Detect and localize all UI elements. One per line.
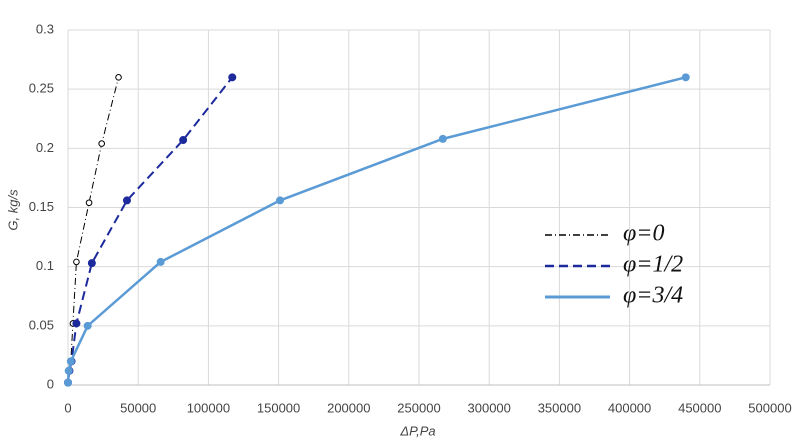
y-tick-label: 0 [47, 376, 54, 391]
point [87, 259, 96, 268]
x-tick-label: 300000 [468, 400, 511, 415]
x-tick-label: 150000 [257, 400, 300, 415]
point [73, 258, 80, 266]
point [72, 319, 81, 328]
point [66, 357, 75, 366]
point [122, 196, 131, 205]
legend-label: φ=3/4 [623, 283, 683, 309]
x-tick-label: 50000 [120, 400, 156, 415]
point [681, 73, 690, 82]
legend-label: φ=0 [623, 221, 664, 247]
x-tick-label: 350000 [538, 400, 581, 415]
point [156, 257, 165, 266]
x-tick-label: 450000 [678, 400, 721, 415]
y-tick-label: 0.2 [36, 140, 54, 155]
x-tick-label: 500000 [748, 400, 791, 415]
y-axis-label: G, kg/s [5, 189, 20, 231]
series-line [67, 76, 234, 383]
point [228, 73, 237, 82]
point [438, 134, 447, 143]
legend-label: φ=1/2 [623, 252, 683, 278]
y-tick-label: 0.1 [36, 258, 54, 273]
y-tick-label: 0.3 [36, 21, 54, 36]
point [115, 74, 122, 81]
x-tick-label: 0 [64, 400, 71, 415]
point [64, 366, 73, 375]
point [85, 199, 93, 207]
series-line [67, 77, 120, 383]
point [276, 196, 285, 205]
point [64, 378, 72, 387]
x-axis-label: ΔP,Pa [399, 423, 435, 438]
x-tick-label: 100000 [187, 400, 230, 415]
series-line [66, 76, 687, 383]
x-tick-label: 200000 [327, 400, 370, 415]
y-tick-label: 0.15 [29, 199, 54, 214]
y-tick-label: 0.05 [29, 317, 54, 332]
point [83, 321, 92, 330]
point [179, 136, 188, 145]
y-tick-label: 0.25 [29, 81, 54, 96]
point [98, 140, 105, 147]
x-tick-label: 400000 [608, 400, 651, 415]
x-tick-label: 250000 [397, 400, 440, 415]
